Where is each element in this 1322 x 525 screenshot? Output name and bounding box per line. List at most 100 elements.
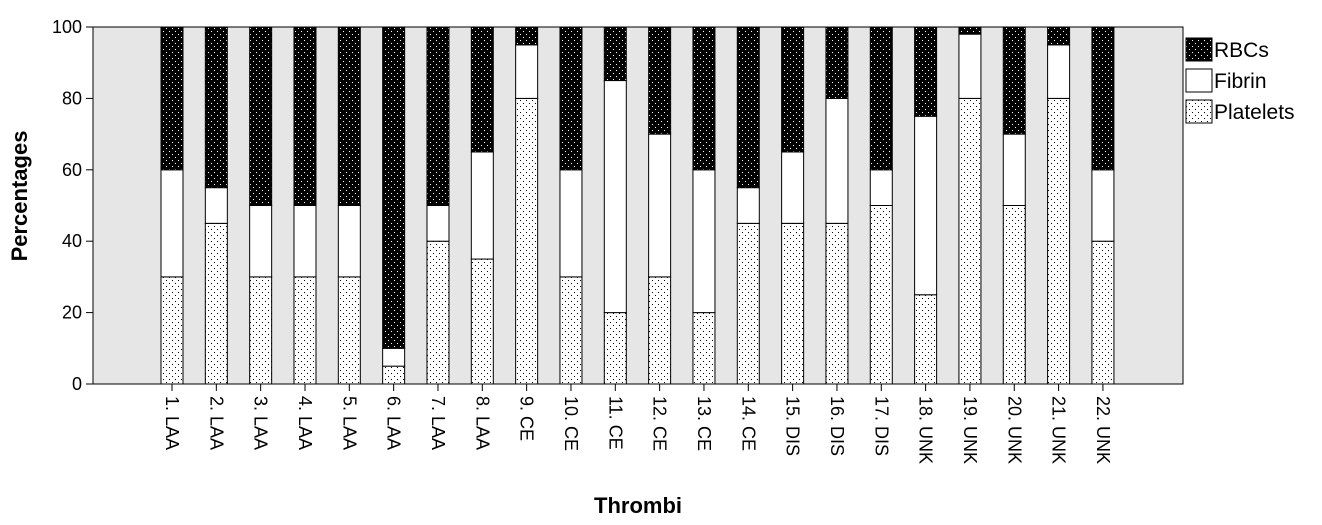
bar-rbcs-10 xyxy=(559,26,583,171)
bar-rbcs-22 xyxy=(1091,26,1115,171)
bar-platelets-4 xyxy=(293,276,317,385)
bar-platelets-15 xyxy=(781,222,805,385)
bar-fibrin-21 xyxy=(1047,44,1071,99)
bar-fibrin-19 xyxy=(958,33,982,99)
bar-rbcs-6 xyxy=(382,26,406,349)
bar-platelets-16 xyxy=(825,222,849,385)
bar-rbcs-8 xyxy=(470,26,494,153)
x-tick-label-12: 12. CE xyxy=(650,396,670,451)
plot-area xyxy=(92,26,1184,385)
bar-platelets-7 xyxy=(426,240,450,385)
y-tick-label-60: 60 xyxy=(62,160,82,180)
y-tick-label-100: 100 xyxy=(52,17,82,37)
bar-platelets-12 xyxy=(648,276,672,385)
bar-rbcs-12 xyxy=(648,26,672,135)
bar-platelets-10 xyxy=(559,276,583,385)
bar-platelets-21 xyxy=(1047,97,1071,385)
bar-fibrin-14 xyxy=(736,187,760,224)
bar-fibrin-1 xyxy=(160,169,184,278)
bar-rbcs-5 xyxy=(337,26,361,206)
x-tick-label-15: 15. DIS xyxy=(783,396,803,456)
legend-swatch-platelets xyxy=(1185,99,1213,124)
bar-fibrin-8 xyxy=(470,151,494,260)
x-tick-label-17: 17. DIS xyxy=(871,396,891,456)
y-tick-label-0: 0 xyxy=(72,374,82,394)
x-tick-label-18: 18. UNK xyxy=(916,396,936,464)
bar-platelets-19 xyxy=(958,97,982,385)
x-tick-label-7: 7. LAA xyxy=(428,396,448,450)
x-tick-label-20: 20. UNK xyxy=(1004,396,1024,464)
bars-group xyxy=(160,26,1115,385)
bar-platelets-22 xyxy=(1091,240,1115,385)
bar-fibrin-7 xyxy=(426,205,450,242)
legend: RBCs Fibrin Platelets xyxy=(1185,37,1295,124)
bar-platelets-3 xyxy=(249,276,273,385)
x-tick-label-16: 16. DIS xyxy=(827,396,847,456)
bar-platelets-5 xyxy=(337,276,361,385)
x-tick-label-2: 2. LAA xyxy=(206,396,226,450)
x-tick-label-4: 4. LAA xyxy=(295,396,315,450)
bar-fibrin-13 xyxy=(692,169,716,314)
x-tick-label-22: 22. UNK xyxy=(1093,396,1113,464)
bar-rbcs-9 xyxy=(515,26,539,46)
bar-platelets-2 xyxy=(204,222,228,385)
y-tick-label-80: 80 xyxy=(62,88,82,108)
bar-rbcs-1 xyxy=(160,26,184,171)
bar-platelets-8 xyxy=(470,258,494,385)
x-tick-label-3: 3. LAA xyxy=(251,396,271,450)
x-tick-label-21: 21. UNK xyxy=(1049,396,1069,464)
x-tick-label-6: 6. LAA xyxy=(384,396,404,450)
bar-platelets-18 xyxy=(914,294,938,385)
bar-rbcs-13 xyxy=(692,26,716,171)
bar-fibrin-10 xyxy=(559,169,583,278)
bar-platelets-9 xyxy=(515,97,539,385)
bar-platelets-11 xyxy=(603,312,627,385)
legend-swatch-fibrin xyxy=(1185,68,1213,93)
x-tick-label-11: 11. CE xyxy=(605,396,625,450)
x-tick-label-9: 9. CE xyxy=(517,396,537,441)
bar-fibrin-3 xyxy=(249,205,273,278)
bar-platelets-17 xyxy=(869,205,893,385)
x-tick-label-1: 1. LAA xyxy=(162,396,182,450)
legend-swatch-rbcs xyxy=(1185,37,1213,62)
x-tick-label-5: 5. LAA xyxy=(339,396,359,450)
bar-rbcs-20 xyxy=(1002,26,1026,135)
bar-rbcs-21 xyxy=(1047,26,1071,46)
bar-fibrin-12 xyxy=(648,133,672,278)
bar-platelets-20 xyxy=(1002,205,1026,385)
x-axis: 1. LAA 2. LAA 3. LAA 4. LAA 5. LAA 6. LAA 7. L… xyxy=(162,384,1113,464)
x-tick-label-10: 10. CE xyxy=(561,396,581,451)
bar-rbcs-3 xyxy=(249,26,273,206)
bar-fibrin-18 xyxy=(914,115,938,296)
y-tick-label-20: 20 xyxy=(62,303,82,323)
bar-fibrin-16 xyxy=(825,97,849,224)
bar-platelets-1 xyxy=(160,276,184,385)
bar-rbcs-11 xyxy=(603,26,627,82)
x-tick-label-19: 19. UNK xyxy=(960,396,980,464)
bar-platelets-14 xyxy=(736,222,760,385)
legend-label-fibrin: Fibrin xyxy=(1214,70,1267,93)
bar-platelets-13 xyxy=(692,312,716,385)
bar-rbcs-7 xyxy=(426,26,450,206)
x-tick-label-14: 14. CE xyxy=(738,396,758,451)
x-tick-label-13: 13. CE xyxy=(694,396,714,451)
bar-fibrin-2 xyxy=(204,187,228,224)
legend-label-rbcs: RBCs xyxy=(1214,39,1269,62)
bar-rbcs-19 xyxy=(958,26,982,35)
bar-fibrin-15 xyxy=(781,151,805,224)
x-tick-label-8: 8. LAA xyxy=(472,396,492,450)
bar-fibrin-6 xyxy=(382,347,406,367)
x-axis-title: Thrombi xyxy=(594,493,682,518)
y-axis-title: Percentages xyxy=(7,131,32,262)
bar-rbcs-4 xyxy=(293,26,317,206)
y-tick-label-40: 40 xyxy=(62,231,82,251)
bar-rbcs-2 xyxy=(204,26,228,189)
bar-fibrin-22 xyxy=(1091,169,1115,242)
bar-fibrin-4 xyxy=(293,205,317,278)
bar-fibrin-11 xyxy=(603,80,627,314)
bar-rbcs-17 xyxy=(869,26,893,171)
bar-rbcs-16 xyxy=(825,26,849,99)
bar-rbcs-18 xyxy=(914,26,938,117)
